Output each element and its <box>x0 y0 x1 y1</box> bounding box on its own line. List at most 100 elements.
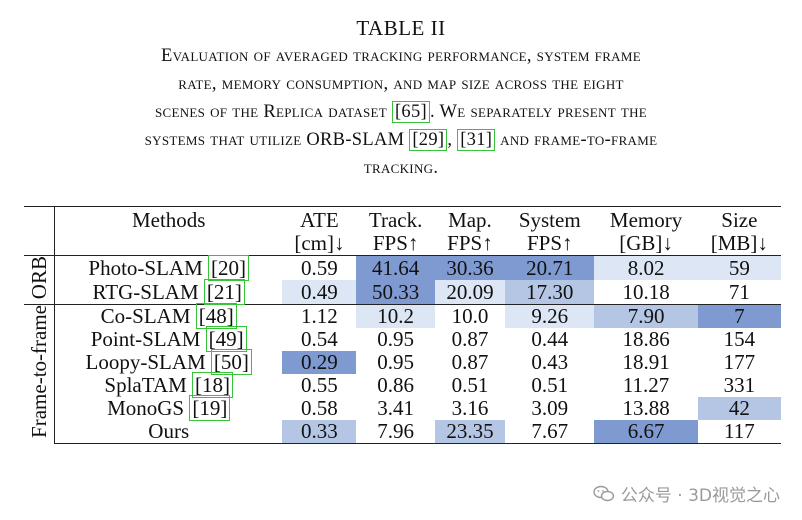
group-label-frame-to-frame: Frame-to-frame <box>26 305 51 439</box>
cell-ate: 0.58 <box>301 396 338 421</box>
caption-text-span: and frame-to-frame <box>495 130 658 150</box>
cell-system-fps: 0.43 <box>531 350 569 375</box>
caption-text-span: scenes of the Replica dataset <box>154 102 392 122</box>
table-caption: TABLE II Evaluation of averaged tracking… <box>20 14 782 182</box>
caption-line: Evaluation of averaged tracking performa… <box>161 46 641 66</box>
cell-memory: 18.91 <box>622 350 670 375</box>
cell-map-fps: 0.87 <box>451 350 489 375</box>
cell-track-fps: 7.96 <box>356 420 435 445</box>
cell-memory: 8.02 <box>594 255 698 281</box>
col-header-memory: Memory <box>609 208 683 232</box>
citation-link[interactable]: [49] <box>205 326 247 353</box>
cell-ate: 0.49 <box>282 280 357 305</box>
cell-track-fps: 3.41 <box>377 396 415 421</box>
citation-link[interactable]: [21] <box>203 278 245 305</box>
cell-memory: 18.86 <box>622 327 670 352</box>
wechat-icon <box>593 485 615 501</box>
header-row: Methods ATE Track. Map. System Memory Si… <box>24 206 781 233</box>
cell-map-fps: 30.36 <box>434 255 506 281</box>
col-unit-map: FPS↑ <box>447 231 493 255</box>
cell-memory: 11.27 <box>622 373 670 398</box>
cell-ate: 0.54 <box>301 327 338 352</box>
caption-text-span: systems that utilize ORB-SLAM <box>144 130 410 150</box>
citation-link[interactable]: [19] <box>189 395 231 422</box>
table-row: RTG-SLAM [21] 0.49 50.33 20.09 17.30 10.… <box>24 278 781 305</box>
col-unit-memory: [GB]↓ <box>619 231 673 255</box>
cell-track-fps: 0.95 <box>377 350 415 375</box>
caption-line: scenes of the Replica dataset [65]. We s… <box>20 98 782 126</box>
citation-link[interactable]: [48] <box>195 303 237 330</box>
table-row: Loopy-SLAM [50] 0.29 0.95 0.87 0.43 18.9… <box>24 349 781 376</box>
col-header-system: System <box>518 208 581 232</box>
cell-memory: 13.88 <box>622 396 670 421</box>
cell-system-fps: 0.51 <box>531 373 569 398</box>
caption-text-span: , <box>447 130 458 150</box>
col-header-methods-sub <box>54 232 283 256</box>
cell-memory: 7.90 <box>594 304 698 329</box>
cell-track-fps: 41.64 <box>356 255 435 281</box>
cell-map-fps: 0.87 <box>451 327 489 352</box>
method-name: Co-SLAM <box>100 304 196 329</box>
table-row: MonoGS [19] 0.58 3.41 3.16 3.09 13.88 42 <box>24 395 781 422</box>
cell-track-fps: 0.86 <box>377 373 415 398</box>
method-cell: RTG-SLAM [21] <box>54 278 283 305</box>
col-unit-track: FPS↑ <box>372 231 419 255</box>
method-cell: Photo-SLAM [20] <box>54 254 283 281</box>
cell-map-fps: 3.16 <box>451 396 489 421</box>
citation-link[interactable]: [18] <box>192 372 233 399</box>
table-header: Methods ATE Track. Map. System Memory Si… <box>24 206 781 256</box>
group-header-cell <box>24 232 55 256</box>
cell-size: 154 <box>723 327 756 352</box>
cell-size: 59 <box>697 255 781 281</box>
cell-ate: 0.59 <box>282 255 357 281</box>
table-row: Ours 0.33 7.96 23.35 7.67 6.67 117 <box>24 419 781 445</box>
citation-link[interactable]: [29] <box>409 129 448 151</box>
citation-link[interactable]: [65] <box>391 101 430 123</box>
cell-map-fps: 0.51 <box>451 373 489 398</box>
method-name: Loopy-SLAM <box>85 350 211 375</box>
header-row-units: [cm]↓ FPS↑ FPS↑ FPS↑ [GB]↓ [MB]↓ <box>24 232 781 256</box>
table-row: ORB Photo-SLAM [20] 0.59 41.64 30.36 20.… <box>24 254 781 305</box>
col-header-size: Size <box>721 208 758 232</box>
method-name: RTG-SLAM <box>92 279 204 304</box>
cell-ate: 0.29 <box>282 351 357 375</box>
cell-system-fps: 0.44 <box>531 327 569 352</box>
group-header-cell <box>24 207 55 233</box>
results-table: Methods ATE Track. Map. System Memory Si… <box>24 206 781 445</box>
cell-system-fps: 7.67 <box>505 420 595 445</box>
cell-track-fps: 50.33 <box>356 280 435 305</box>
citation-link[interactable]: [50] <box>210 349 252 376</box>
cell-size: 177 <box>723 350 756 375</box>
method-cell: MonoGS [19] <box>54 395 283 422</box>
table-row: Frame-to-frame Co-SLAM [48] 1.12 10.2 10… <box>24 303 781 444</box>
cell-system-fps: 9.26 <box>505 304 595 329</box>
cell-system-fps: 17.30 <box>505 280 595 305</box>
cell-size: 117 <box>697 420 781 445</box>
method-name: Ours <box>148 419 190 444</box>
cell-ate: 0.33 <box>282 420 357 445</box>
group-label-orb: ORB <box>26 256 51 300</box>
col-header-map: Map. <box>448 208 492 232</box>
cell-size: 7 <box>697 304 781 329</box>
group-label-cell: ORB <box>24 254 55 305</box>
cell-memory: 6.67 <box>594 420 698 445</box>
caption-line: systems that utilize ORB-SLAM [29], [31]… <box>20 126 782 154</box>
caption-text: Evaluation of averaged tracking performa… <box>20 42 782 182</box>
watermark: 公众号 · 3D视觉之心 <box>593 481 780 506</box>
cell-ate: 1.12 <box>282 304 357 329</box>
col-header-methods: Methods <box>54 206 283 232</box>
cell-ate: 0.55 <box>301 373 338 398</box>
method-name: Photo-SLAM <box>88 255 209 280</box>
table-row: SplaTAM [18] 0.55 0.86 0.51 0.51 11.27 3… <box>24 372 781 399</box>
cell-memory: 10.18 <box>622 279 670 304</box>
cell-size: 331 <box>723 373 756 398</box>
caption-line: rate, memory consumption, and map size a… <box>178 74 624 94</box>
citation-link[interactable]: [20] <box>208 254 250 281</box>
citation-link[interactable]: [31] <box>457 129 496 151</box>
col-header-track: Track. <box>368 208 423 232</box>
col-unit-system: FPS↑ <box>526 231 573 255</box>
table-body: ORB Photo-SLAM [20] 0.59 41.64 30.36 20.… <box>24 254 781 445</box>
cell-map-fps: 20.09 <box>434 280 506 305</box>
cell-system-fps: 3.09 <box>531 396 569 421</box>
method-cell: SplaTAM [18] <box>54 372 283 399</box>
